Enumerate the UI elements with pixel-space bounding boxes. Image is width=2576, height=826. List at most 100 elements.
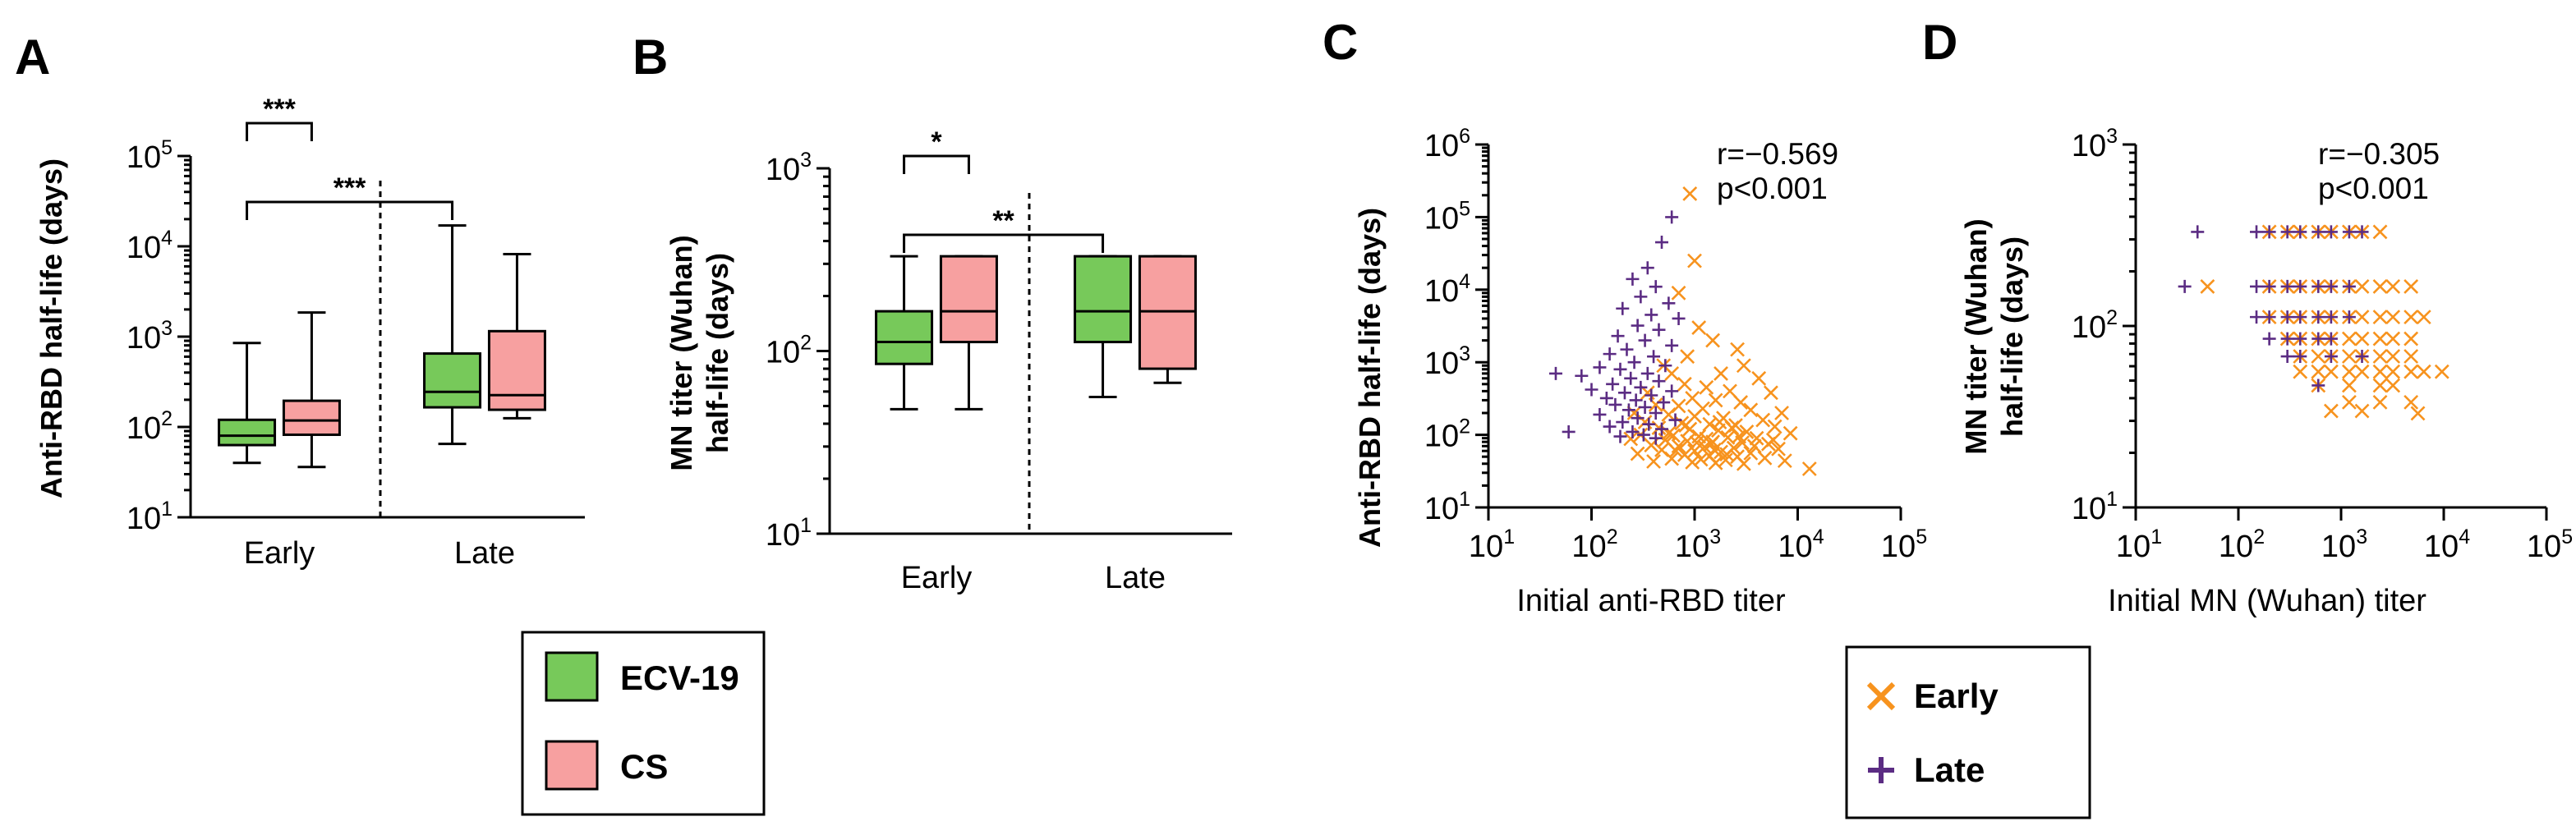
panel-d-point-late: [2324, 332, 2338, 346]
panel-d-point-late: [2312, 225, 2325, 239]
panel-c-point-early: [1677, 376, 1692, 392]
panel-c-point-early: [1708, 455, 1723, 470]
panel-a-ytick-label: 104: [126, 227, 172, 265]
panel-d-point-early: [2404, 394, 2419, 410]
panel-d-xtick-label: 105: [2527, 525, 2573, 564]
panel-d-point-early: [2354, 403, 2370, 419]
scatter-legend-frame: [1845, 645, 2091, 819]
panel-d-point-early: [2341, 378, 2357, 393]
panel-c-point-early: [1706, 443, 1722, 457]
panel-d-point-late: [2342, 310, 2356, 324]
panel-c-point-late: [1608, 397, 1622, 411]
panel-a-ytick-label: 105: [126, 136, 172, 175]
panel-c-point-late: [1668, 413, 1682, 427]
panel-c-point-early: [1764, 385, 1778, 401]
panel-d-point-late: [2342, 279, 2356, 293]
panel-b-box-late-ecv19: [1074, 255, 1133, 344]
panel-c-xtick-label: 101: [1469, 525, 1515, 564]
panel-d-point-early: [2341, 394, 2357, 410]
panel-d-point-late: [2280, 310, 2294, 324]
panel-b-significance-label: *: [931, 126, 942, 158]
panel-d-point-late: [2280, 332, 2294, 346]
panel-label-d: D: [1922, 15, 1957, 70]
panel-c-ytick-label: 104: [1424, 270, 1470, 309]
panel-d-point-late: [2280, 225, 2294, 239]
panel-c-point-early: [1730, 342, 1745, 357]
panel-c-point-early: [1743, 445, 1759, 461]
panel-d-point-early: [2385, 331, 2401, 346]
panel-d-point-early: [2385, 378, 2401, 393]
panel-c-point-late: [1620, 342, 1634, 356]
legend-swatch-cs: [545, 740, 599, 791]
panel-d-point-late: [2280, 350, 2294, 364]
panel-c-point-late: [1665, 338, 1679, 352]
panel-d-point-early: [2372, 279, 2388, 294]
panel-c-point-early: [1682, 186, 1698, 201]
legend-label-cs: CS: [620, 747, 668, 786]
panel-d-point-early: [2372, 310, 2388, 325]
panel-d-point-early: [2372, 349, 2388, 364]
panel-d-point-late: [2262, 310, 2276, 324]
panel-d-point-early: [2372, 394, 2388, 410]
panel-a-significance-label: ***: [334, 172, 366, 204]
panel-c-point-late: [1640, 261, 1654, 275]
panel-d-point-early: [2385, 349, 2401, 364]
panel-c-point-late: [1603, 347, 1617, 361]
panel-c-point-early: [1723, 383, 1737, 399]
panel-d-ytick-label: 101: [2072, 488, 2118, 526]
panel-d-point-early: [2323, 364, 2339, 379]
panel-d-point-late: [2355, 225, 2369, 239]
panel-d-point-late: [2262, 279, 2276, 293]
panel-c-point-early: [1774, 406, 1789, 420]
panel-c-point-early: [1739, 424, 1755, 439]
panel-c-point-late: [1652, 374, 1666, 388]
panel-c-point-late: [1617, 386, 1631, 400]
panel-d-point-early: [2434, 364, 2450, 379]
panel-d-point-late: [2312, 279, 2325, 293]
panel-d-point-early: [2404, 364, 2419, 379]
box-legend: ECV-19 CS: [521, 631, 766, 816]
panel-c-ytick-label: 106: [1424, 125, 1470, 163]
panel-a-significance-label: ***: [263, 94, 296, 125]
panel-d-ytick-label: 102: [2072, 306, 2118, 345]
panel-d-point-early: [2200, 279, 2215, 294]
panel-d-xtick-label: 101: [2116, 525, 2162, 564]
panel-label-a: A: [15, 30, 50, 85]
panel-c-point-late: [1662, 296, 1676, 310]
panel-c-point-early: [1687, 253, 1702, 268]
panel-c-ytick-label: 102: [1424, 415, 1470, 454]
panel-c-point-early: [1765, 432, 1781, 447]
panel-c-point-late: [1613, 362, 1627, 376]
panel-a-ylabel: Anti-RBD half-life (days): [34, 158, 68, 498]
panel-c-xtick-label: 105: [1881, 525, 1927, 564]
panel-b-box-early-cs: [939, 255, 998, 344]
panel-b-ytick-label: 103: [766, 149, 812, 187]
panel-d-point-early: [2372, 331, 2388, 346]
panel-c-ytick-label: 103: [1424, 342, 1470, 381]
panel-b-box-early-ecv19: [875, 310, 934, 365]
panel-c-point-early: [1689, 435, 1704, 451]
panel-d-point-late: [2293, 310, 2307, 324]
panel-d-point-early: [2354, 364, 2370, 379]
panel-c-point-late: [1649, 280, 1663, 294]
panel-c-point-early: [1708, 392, 1723, 408]
panel-b-significance-label: **: [992, 205, 1014, 236]
panel-c-point-early: [1782, 425, 1798, 441]
panel-d-ylabel-line2: half-life (days): [1995, 236, 2029, 437]
panel-d-point-early: [2416, 364, 2431, 379]
panel-a-significance-bracket: [246, 122, 313, 141]
panel-c-point-early: [1733, 395, 1749, 410]
panel-d-point-late: [2262, 225, 2276, 239]
panel-d-point-late: [2312, 310, 2325, 324]
panel-c-point-late: [1585, 383, 1598, 397]
panel-d-ytick-label: 103: [2072, 125, 2118, 163]
panel-c-point-early: [1736, 456, 1751, 471]
panel-a-ytick-label: 103: [126, 317, 172, 356]
panel-c-p-value: p<0.001: [1717, 172, 1828, 205]
panel-c-point-late: [1631, 411, 1644, 425]
panel-c-point-late: [1649, 406, 1663, 420]
panel-c-point-early: [1646, 454, 1661, 469]
panel-c-point-late: [1631, 319, 1644, 333]
panel-b-significance-bracket: [903, 154, 970, 174]
legend-label-late: Late: [1914, 750, 1985, 789]
